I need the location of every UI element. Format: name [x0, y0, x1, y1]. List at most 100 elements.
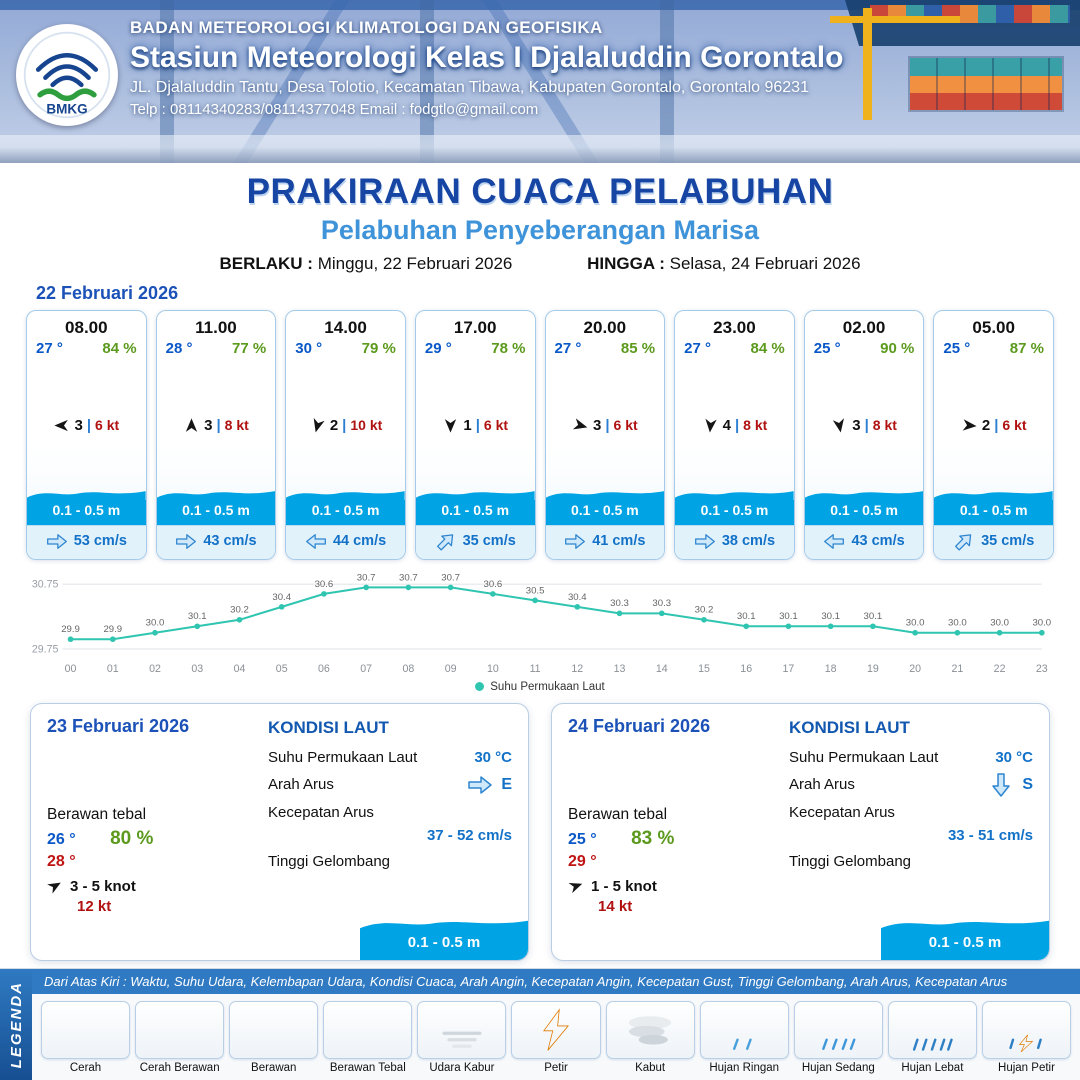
current-direction-row: Arah Arus E: [268, 775, 512, 795]
weather-icon-wrap: [582, 741, 773, 804]
wind-row: 3 | 8 kt: [805, 417, 924, 434]
current-direction-icon: [305, 533, 327, 550]
hour-label: 20.00: [583, 317, 627, 337]
berawan-icon: [54, 364, 118, 408]
hourly-card: 08.00 27 ° 84 % 3 | 6 kt 0.1 - 0.5 m 53 …: [26, 309, 147, 560]
wind-range: 3 - 5 knot: [70, 877, 136, 895]
berawan-icon: [184, 364, 248, 408]
hujan-petir-icon: [1000, 1007, 1052, 1053]
separator: |: [216, 416, 221, 434]
container-stack: [908, 56, 1064, 112]
separator: |: [994, 416, 999, 434]
gantry-post: [420, 0, 434, 163]
legend-item: Kabut: [605, 1001, 695, 1074]
svg-text:30.7: 30.7: [399, 572, 418, 583]
temp-min: 26 °: [47, 830, 76, 848]
wave-height-band: 0.1 - 0.5 m: [804, 487, 924, 525]
wind-row: 3 - 5 knot: [47, 878, 252, 895]
legend-item: Hujan Ringan: [699, 1001, 789, 1074]
berawan-icon: [248, 1007, 300, 1053]
current-speed: 38 cm/s: [721, 533, 776, 549]
svg-text:30.3: 30.3: [652, 598, 671, 609]
day-date: 24 Februari 2026: [568, 715, 711, 736]
svg-text:30.3: 30.3: [610, 598, 629, 609]
hourly-forecast-row: 08.00 27 ° 84 % 3 | 6 kt 0.1 - 0.5 m 53 …: [26, 309, 1054, 560]
valid-from-label: BERLAKU :: [219, 253, 313, 273]
wave-height-band: 0.1 - 0.5 m: [675, 487, 794, 525]
legend-icon-box: [417, 1001, 507, 1059]
temp-humidity-row: 27 ° 85 %: [546, 338, 665, 357]
current-direction-label: Arah Arus: [268, 776, 334, 794]
legend-item-label: Udara Kabur: [429, 1062, 495, 1074]
sst-label: Suhu Permukaan Laut: [268, 748, 418, 766]
wave-height-band: 0.1 - 0.5 m: [156, 487, 276, 525]
wind-direction-icon: [566, 876, 587, 897]
svg-text:17: 17: [783, 663, 795, 675]
svg-text:04: 04: [234, 663, 246, 675]
wind-speed: 8 kt: [743, 417, 768, 433]
legend-item-label: Berawan Tebal: [329, 1062, 406, 1074]
current-direction-icon: [823, 533, 845, 550]
legend-icon-box: [887, 1001, 977, 1059]
svg-text:01: 01: [107, 663, 119, 675]
station-address: JL. Djalaluddin Tantu, Desa Tolotio, Kec…: [130, 79, 809, 96]
current-row: 53 cm/s: [27, 524, 146, 559]
wind-speed: 6 kt: [613, 417, 638, 433]
separator: |: [734, 416, 740, 434]
wave-height-label: Tinggi Gelombang: [268, 852, 391, 870]
weather-icon-wrap: [934, 364, 1053, 408]
header-fade: [0, 147, 1080, 163]
legend-icon-box: [229, 1001, 319, 1059]
wind-direction-icon: [570, 415, 591, 436]
svg-text:02: 02: [149, 663, 161, 675]
legend-item: Cerah Berawan: [135, 1001, 225, 1074]
berawan-icon: [582, 741, 668, 799]
wind-direction-icon: [44, 875, 66, 897]
separator: |: [342, 416, 347, 434]
sst-value: 30 °C: [474, 748, 512, 766]
wave-height-value: 0.1 - 0.5 m: [286, 499, 405, 525]
cerah-icon: [60, 1007, 112, 1053]
current-speed: 41 cm/s: [592, 533, 646, 549]
svg-text:30.0: 30.0: [948, 617, 967, 628]
current-direction-row: Arah Arus S: [789, 775, 1033, 795]
svg-text:07: 07: [360, 663, 372, 675]
legend-section: LEGENDA Dari Atas Kiri : Waktu, Suhu Uda…: [0, 968, 1080, 1080]
day-summary: 23 Februari 2026 Berawan tebal 26 ° 80 %…: [47, 716, 252, 948]
wind-force: 3: [74, 416, 83, 434]
sst-row: Suhu Permukaan Laut 30 °C: [268, 749, 512, 766]
sst-label: Suhu Permukaan Laut: [789, 748, 939, 766]
berawan-icon: [314, 364, 378, 408]
current-speed-value: 37 - 52 cm/s: [426, 826, 512, 844]
berawan-icon: [573, 364, 637, 408]
hour-label: 14.00: [324, 317, 367, 337]
temps-row: 26 ° 80 %: [47, 828, 252, 850]
current-speed-row: Kecepatan Arus: [268, 804, 512, 821]
valid-until-label: HINGGA :: [587, 253, 665, 273]
wind-direction-icon: [701, 416, 719, 434]
hour-label: 11.00: [195, 317, 237, 337]
wind-force: 1: [463, 416, 472, 434]
bmkg-logo-graphic: BMKG: [23, 31, 111, 119]
svg-text:23: 23: [1036, 663, 1048, 675]
svg-text:11: 11: [530, 663, 541, 675]
svg-text:30.0: 30.0: [990, 617, 1009, 628]
humidity: 84 %: [102, 339, 137, 357]
sea-conditions-title: KONDISI LAUT: [268, 717, 389, 737]
humidity: 79 %: [361, 339, 396, 357]
current-speed-row: Kecepatan Arus: [789, 804, 1033, 821]
wave-height-value: 0.1 - 0.5 m: [804, 499, 924, 525]
legend-icon-box: [41, 1001, 131, 1059]
wave-height-row: Tinggi Gelombang: [268, 853, 512, 870]
legend-item-label: Hujan Lebat: [901, 1062, 964, 1074]
humidity: 84 %: [750, 339, 785, 357]
air-temperature: 30 °: [295, 339, 323, 357]
hour-label: 08.00: [65, 317, 108, 337]
legend-item: Udara Kabur: [417, 1001, 507, 1074]
hour-label: 02.00: [842, 317, 886, 337]
current-speed-value: 33 - 51 cm/s: [947, 826, 1033, 844]
svg-text:30.6: 30.6: [483, 578, 502, 589]
air-temperature: 25 °: [943, 339, 971, 357]
wind-force: 2: [329, 416, 339, 434]
svg-text:19: 19: [867, 663, 879, 675]
